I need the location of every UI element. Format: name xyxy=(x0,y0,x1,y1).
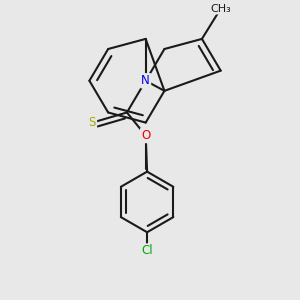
Text: N: N xyxy=(141,74,150,87)
Text: Cl: Cl xyxy=(141,244,153,257)
Text: O: O xyxy=(141,129,150,142)
Text: S: S xyxy=(88,116,96,129)
Text: CH₃: CH₃ xyxy=(210,4,231,14)
